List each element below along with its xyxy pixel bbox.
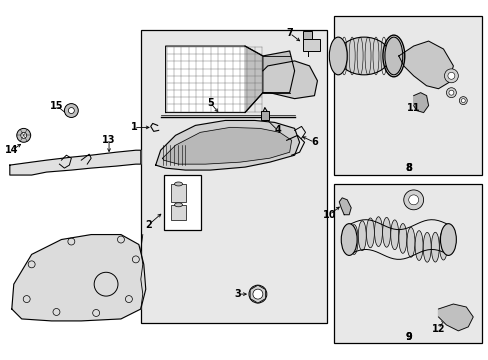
Text: 15: 15 <box>50 100 63 111</box>
Ellipse shape <box>174 203 182 207</box>
Ellipse shape <box>374 217 382 247</box>
Circle shape <box>458 96 467 105</box>
Bar <box>302 31 312 39</box>
Text: 14: 14 <box>5 145 19 155</box>
Bar <box>260 111 268 121</box>
Circle shape <box>252 289 263 299</box>
Text: 9: 9 <box>405 332 411 342</box>
Circle shape <box>460 99 464 103</box>
Ellipse shape <box>349 225 357 255</box>
Circle shape <box>447 72 454 79</box>
Bar <box>334 184 481 343</box>
Circle shape <box>248 285 266 303</box>
Circle shape <box>17 129 31 142</box>
Text: 4: 4 <box>274 125 281 135</box>
Circle shape <box>68 108 74 113</box>
Bar <box>334 16 481 175</box>
Text: 10: 10 <box>322 210 335 220</box>
Polygon shape <box>155 121 299 170</box>
Ellipse shape <box>338 37 389 75</box>
Text: 13: 13 <box>102 135 116 145</box>
Ellipse shape <box>390 220 398 250</box>
Bar <box>141 30 326 323</box>
Circle shape <box>403 190 423 210</box>
Ellipse shape <box>328 37 346 75</box>
Bar <box>170 184 186 202</box>
Circle shape <box>444 69 457 83</box>
Polygon shape <box>163 127 291 164</box>
Ellipse shape <box>366 218 374 248</box>
Ellipse shape <box>439 230 447 260</box>
Bar <box>163 175 201 230</box>
Polygon shape <box>165 46 263 113</box>
Text: 5: 5 <box>206 98 213 108</box>
Text: 1: 1 <box>130 122 137 132</box>
Circle shape <box>64 104 78 117</box>
Ellipse shape <box>382 217 390 247</box>
Ellipse shape <box>384 37 402 75</box>
Polygon shape <box>12 235 145 321</box>
Bar <box>170 205 186 220</box>
Polygon shape <box>263 61 317 99</box>
Ellipse shape <box>398 224 406 253</box>
Ellipse shape <box>341 224 356 255</box>
Text: 8: 8 <box>405 163 411 173</box>
Bar <box>302 39 320 51</box>
Circle shape <box>20 132 27 138</box>
Circle shape <box>408 195 418 205</box>
Text: 9: 9 <box>405 332 411 342</box>
Ellipse shape <box>406 228 414 257</box>
Ellipse shape <box>358 221 366 251</box>
Text: 12: 12 <box>431 324 445 334</box>
Circle shape <box>448 90 453 95</box>
Polygon shape <box>398 41 452 89</box>
Ellipse shape <box>174 182 182 186</box>
Polygon shape <box>413 93 427 113</box>
Polygon shape <box>10 150 141 175</box>
Text: 3: 3 <box>234 289 241 299</box>
Text: 11: 11 <box>406 103 420 113</box>
Circle shape <box>446 88 455 98</box>
Text: 7: 7 <box>285 28 292 38</box>
Ellipse shape <box>423 233 430 262</box>
Polygon shape <box>250 285 265 303</box>
Text: 8: 8 <box>405 163 411 173</box>
Polygon shape <box>339 198 350 215</box>
Polygon shape <box>438 304 472 331</box>
Ellipse shape <box>414 231 422 260</box>
Polygon shape <box>244 46 294 113</box>
Text: 2: 2 <box>145 220 152 230</box>
Text: 6: 6 <box>310 137 317 147</box>
Ellipse shape <box>440 224 455 255</box>
Ellipse shape <box>430 232 438 262</box>
